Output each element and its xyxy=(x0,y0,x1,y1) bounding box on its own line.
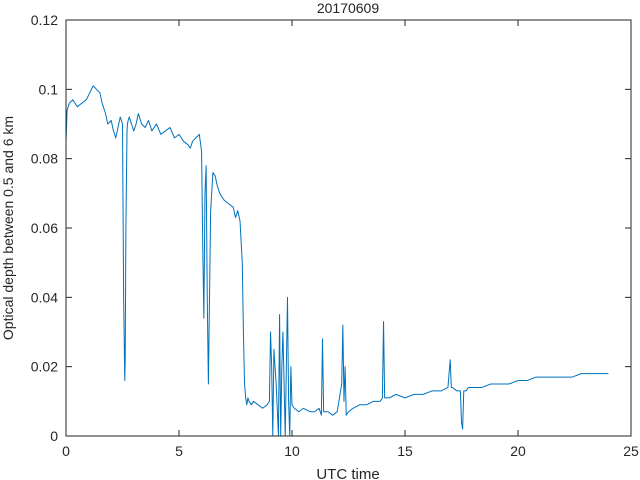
plot-frame xyxy=(65,19,632,437)
y-tick-label: 0.04 xyxy=(31,289,58,305)
x-tick-label: 10 xyxy=(284,443,300,459)
y-tick-label: 0.02 xyxy=(31,359,58,375)
x-tick-label: 25 xyxy=(623,443,639,459)
x-tick-label: 0 xyxy=(62,443,70,459)
y-tick-label: 0.08 xyxy=(31,151,58,167)
x-tick-label: 5 xyxy=(175,443,183,459)
y-tick-label: 0.1 xyxy=(39,81,59,97)
x-axis-label: UTC time xyxy=(316,466,379,480)
y-axis-label: Optical depth between 0.5 and 6 km xyxy=(0,116,16,340)
y-tick-label: 0 xyxy=(50,428,58,444)
x-tick-label: 20 xyxy=(510,443,526,459)
y-tick-label: 0.12 xyxy=(31,12,58,28)
series-line xyxy=(65,85,609,437)
y-tick-label: 0.06 xyxy=(31,220,58,236)
x-tick-label: 15 xyxy=(397,443,413,459)
series-layer xyxy=(65,85,609,437)
plot-area xyxy=(66,20,631,436)
axis-tick-labels: 0 5 10 15 20 25 0 0.02 0.04 0.06 0.08 0.1 0.12 xyxy=(31,12,639,459)
chart-title: 20170609 xyxy=(317,0,380,16)
